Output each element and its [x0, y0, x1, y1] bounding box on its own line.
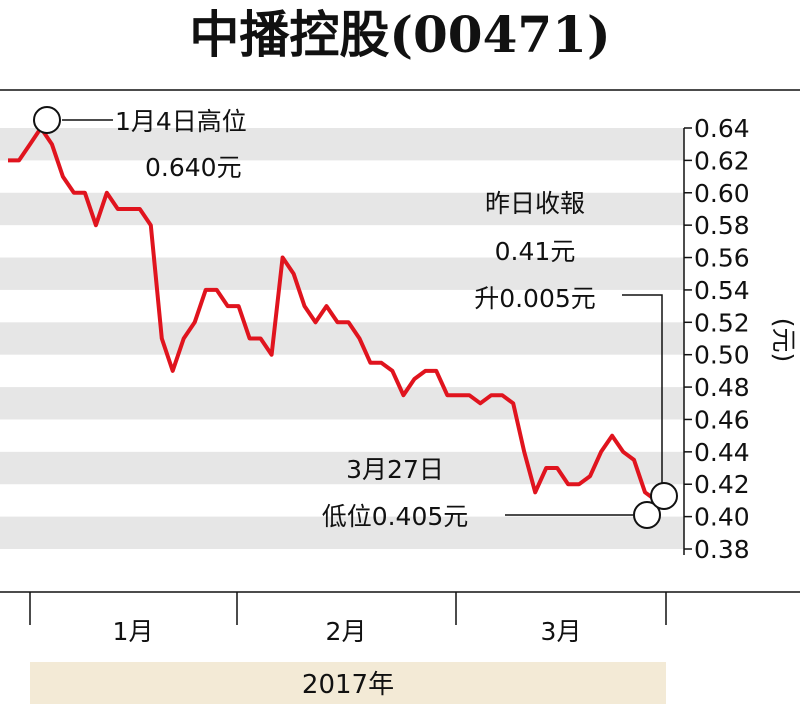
y-tick-label: 0.42 [694, 470, 750, 499]
y-tick-label: 0.38 [694, 535, 750, 564]
high-annotation-line2: 0.640元 [145, 153, 242, 182]
close-annotation-line3: 升0.005元 [474, 284, 596, 313]
grid-bands [0, 128, 684, 549]
y-tick-label: 0.60 [694, 179, 750, 208]
y-tick-label: 0.44 [694, 438, 750, 467]
y-axis: 0.64 0.62 0.60 0.58 0.56 0.54 0.52 0.50 0.48 0.46… [684, 114, 750, 564]
close-annotation-line1: 昨日收報 [485, 189, 585, 218]
year-label: 2017年 [302, 670, 394, 700]
grid-band [0, 257, 684, 290]
grid-band [0, 128, 684, 161]
y-tick-label: 0.48 [694, 373, 750, 402]
y-tick-label: 0.58 [694, 211, 750, 240]
grid-band [0, 387, 684, 420]
y-tick-label: 0.62 [694, 146, 750, 175]
close-marker [650, 482, 678, 510]
chart-title: 中播控股(00471) [189, 5, 610, 64]
grid-band [0, 322, 684, 355]
x-tick-label: 1月 [113, 617, 154, 646]
grid-band [0, 516, 684, 549]
y-axis-unit-label: (元) [769, 318, 798, 363]
y-tick-label: 0.40 [694, 503, 750, 532]
y-tick-label: 0.64 [694, 114, 750, 143]
y-tick-label: 0.52 [694, 308, 750, 337]
price-series-line [8, 126, 658, 503]
year-band [30, 662, 666, 704]
low-marker [633, 501, 661, 529]
y-tick-label: 0.54 [694, 276, 750, 305]
y-tick-label: 0.50 [694, 341, 750, 370]
y-tick-label: 0.46 [694, 405, 750, 434]
y-tick-label: 0.56 [694, 244, 750, 273]
high-annotation-line1: 1月4日高位 [115, 107, 247, 136]
high-marker [33, 106, 61, 134]
grid-band [0, 192, 684, 226]
x-tick-label: 3月 [541, 617, 582, 646]
close-leader-line [622, 294, 663, 490]
grid-band [0, 451, 684, 485]
low-annotation-line2: 低位0.405元 [322, 502, 469, 531]
close-annotation-line2: 0.41元 [495, 237, 576, 266]
x-tick-label: 2月 [326, 617, 367, 646]
low-annotation-line1: 3月27日 [346, 455, 444, 484]
